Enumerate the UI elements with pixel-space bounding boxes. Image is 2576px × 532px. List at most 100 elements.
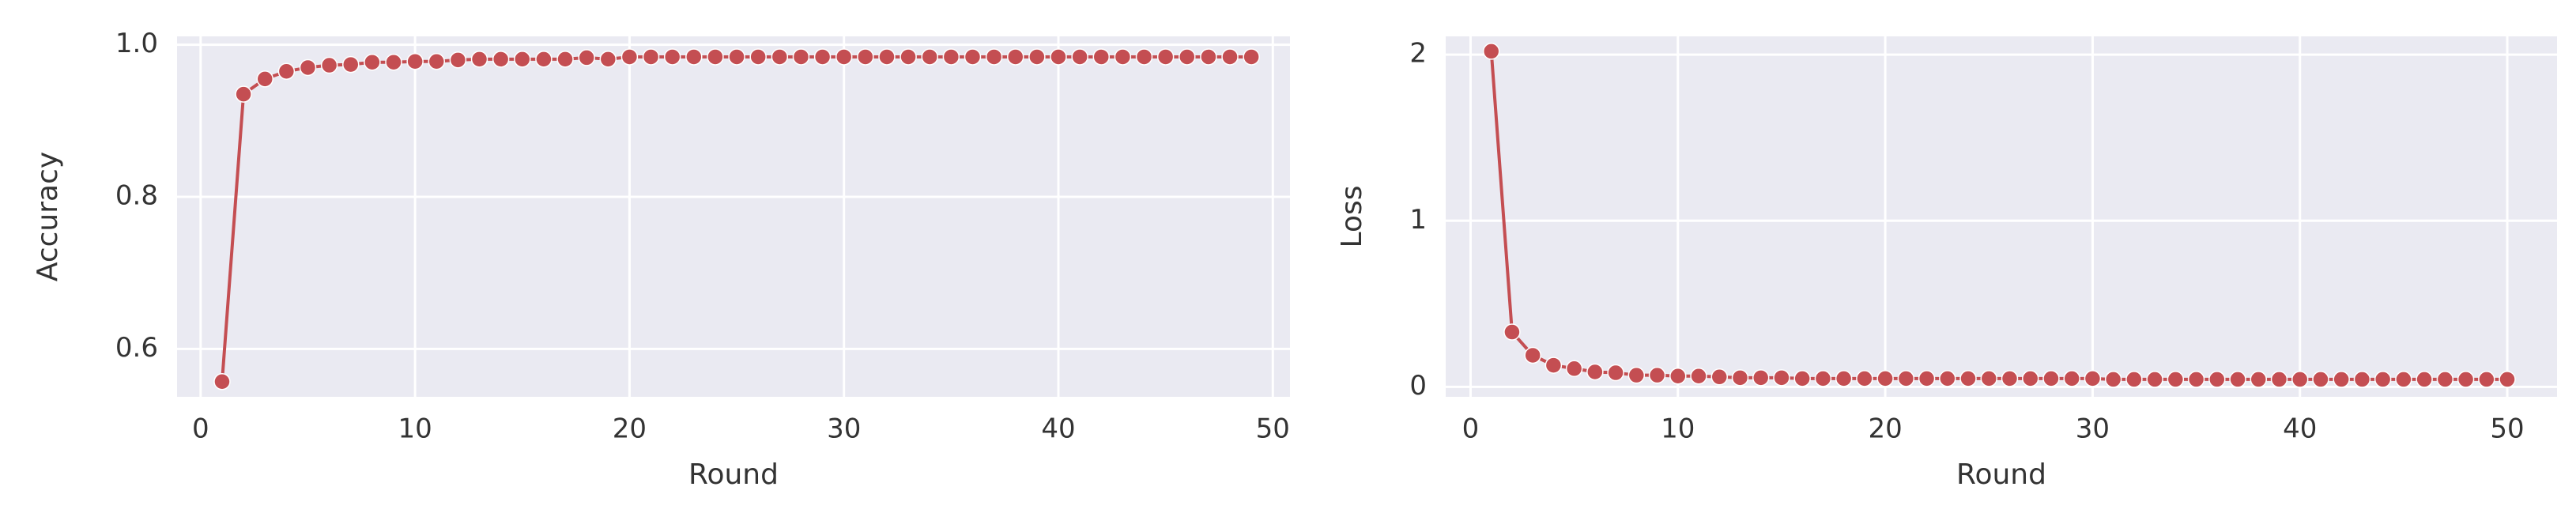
point-marker bbox=[2478, 371, 2495, 388]
x-tick-label: 30 bbox=[827, 413, 861, 445]
point-marker bbox=[2312, 371, 2329, 388]
x-tick-label: 20 bbox=[1868, 413, 1902, 445]
point-marker bbox=[749, 48, 767, 66]
point-marker bbox=[2042, 370, 2060, 387]
point-marker bbox=[663, 48, 681, 66]
x-axis-label: Round bbox=[1956, 458, 2046, 491]
point-marker bbox=[2208, 371, 2226, 388]
x-tick-label: 40 bbox=[1041, 413, 1075, 445]
point-marker bbox=[1179, 48, 1196, 66]
x-tick-label: 0 bbox=[1462, 413, 1480, 445]
point-marker bbox=[470, 51, 488, 68]
point-marker bbox=[857, 48, 874, 66]
point-marker bbox=[1835, 370, 1853, 387]
point-marker bbox=[792, 48, 810, 66]
point-marker bbox=[1114, 48, 1132, 66]
point-marker bbox=[835, 48, 853, 66]
point-marker bbox=[1200, 48, 1217, 66]
point-marker bbox=[2104, 371, 2122, 388]
point-marker bbox=[1793, 370, 1811, 387]
point-marker bbox=[1243, 48, 1260, 66]
point-marker bbox=[2146, 371, 2163, 388]
point-marker bbox=[341, 55, 360, 74]
point-marker bbox=[942, 48, 960, 66]
point-marker bbox=[2416, 371, 2433, 388]
point-marker bbox=[642, 48, 660, 66]
point-marker bbox=[2021, 370, 2039, 387]
x-tick-label: 50 bbox=[2490, 413, 2524, 445]
point-marker bbox=[428, 52, 446, 70]
point-marker bbox=[449, 51, 467, 69]
x-tick-label: 40 bbox=[2283, 413, 2317, 445]
point-marker bbox=[1897, 370, 1915, 387]
point-marker bbox=[535, 51, 553, 68]
point-marker bbox=[1690, 367, 1707, 385]
y-tick-label: 0.6 bbox=[115, 332, 158, 364]
point-marker bbox=[556, 51, 574, 68]
point-marker bbox=[2125, 371, 2143, 388]
point-marker bbox=[599, 51, 617, 68]
point-marker bbox=[320, 56, 338, 74]
point-marker bbox=[2499, 371, 2516, 388]
point-marker bbox=[771, 48, 789, 66]
point-marker bbox=[921, 48, 938, 66]
point-marker bbox=[213, 373, 231, 391]
point-marker bbox=[1876, 370, 1894, 387]
y-tick-label: 0.8 bbox=[115, 179, 158, 211]
point-marker bbox=[2436, 371, 2454, 388]
point-marker bbox=[2333, 371, 2350, 388]
chart-panel: 0 10 20 30 40 50 0.6 0.8 1.0 Round Accuracy bbox=[32, 28, 1290, 491]
x-tick-label: 10 bbox=[1661, 413, 1695, 445]
point-marker bbox=[385, 53, 402, 71]
point-marker bbox=[2291, 371, 2309, 388]
chart-panel: 0 10 20 30 40 50 0 1 2 Round Loss bbox=[1336, 36, 2557, 491]
point-marker bbox=[1710, 368, 1729, 386]
plot-background bbox=[1446, 36, 2557, 397]
point-marker bbox=[1156, 48, 1175, 66]
point-marker bbox=[1006, 48, 1024, 66]
y-axis-label: Accuracy bbox=[32, 152, 64, 281]
point-marker bbox=[2084, 370, 2102, 387]
x-tick-label: 20 bbox=[613, 413, 647, 445]
x-axis-label: Round bbox=[688, 458, 779, 491]
point-marker bbox=[1980, 370, 1998, 387]
point-marker bbox=[1221, 48, 1239, 66]
y-tick-label: 1.0 bbox=[115, 28, 158, 59]
point-marker bbox=[1092, 48, 1111, 66]
point-marker bbox=[2167, 371, 2185, 388]
point-marker bbox=[1959, 370, 1977, 387]
point-marker bbox=[2353, 371, 2371, 388]
point-marker bbox=[985, 48, 1003, 66]
point-marker bbox=[256, 70, 273, 88]
point-marker bbox=[1544, 357, 1563, 374]
x-tick-label: 10 bbox=[398, 413, 432, 445]
y-tick-label: 1 bbox=[1409, 204, 1427, 236]
point-marker bbox=[1028, 48, 1046, 66]
point-marker bbox=[900, 48, 917, 66]
point-marker bbox=[1773, 369, 1790, 387]
point-marker bbox=[1814, 370, 1832, 387]
point-marker bbox=[1050, 48, 1067, 66]
point-marker bbox=[685, 48, 703, 66]
point-marker bbox=[277, 62, 296, 81]
point-marker bbox=[878, 48, 896, 66]
point-marker bbox=[578, 49, 595, 66]
point-marker bbox=[514, 51, 531, 68]
point-marker bbox=[2374, 371, 2392, 388]
point-marker bbox=[1524, 346, 1541, 364]
x-tick-label: 0 bbox=[192, 413, 209, 445]
point-marker bbox=[1482, 43, 1500, 60]
point-marker bbox=[964, 48, 982, 66]
point-marker bbox=[1939, 370, 1956, 387]
point-marker bbox=[728, 48, 745, 66]
point-marker bbox=[707, 48, 724, 66]
x-tick-label: 30 bbox=[2076, 413, 2110, 445]
point-marker bbox=[2063, 370, 2080, 387]
point-marker bbox=[1918, 370, 1936, 387]
point-marker bbox=[1752, 369, 1770, 387]
point-marker bbox=[1856, 370, 1873, 387]
point-marker bbox=[364, 53, 381, 71]
point-marker bbox=[1565, 360, 1583, 378]
point-marker bbox=[299, 58, 317, 77]
point-marker bbox=[1731, 369, 1749, 387]
